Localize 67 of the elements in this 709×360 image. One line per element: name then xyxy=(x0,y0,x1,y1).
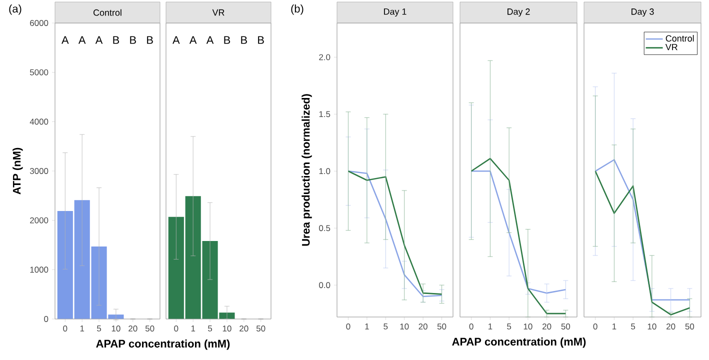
chart-title: Day 2 xyxy=(508,8,530,17)
y-tick-label: 1.0 xyxy=(319,168,330,174)
y-axis-title: Urea production (normalized) xyxy=(302,94,312,246)
annotation: B xyxy=(130,36,136,44)
y-tick-label: 0.5 xyxy=(319,225,330,232)
x-tick-label: 10 xyxy=(400,324,409,330)
x-tick-label: 5 xyxy=(631,324,636,330)
chart-title: Control xyxy=(94,9,122,16)
x-axis-title: APAP concentration (mM) xyxy=(96,340,230,350)
x-tick-label: 1 xyxy=(488,324,492,330)
y-tick-label: 1.5 xyxy=(319,111,330,118)
annotation: A xyxy=(78,36,86,44)
y-tick-label: 2.0 xyxy=(319,54,330,60)
x-tick-label: 20 xyxy=(666,324,676,330)
annotation: A xyxy=(95,36,103,44)
x-tick-label: 20 xyxy=(240,326,248,332)
chart-title: VR xyxy=(212,9,224,16)
annotation: A xyxy=(62,36,69,44)
annotation: A xyxy=(172,36,180,44)
x-tick-label: 0 xyxy=(593,324,598,330)
y-axis-title: ATP (nM) xyxy=(12,148,23,194)
text: (b) xyxy=(291,4,304,15)
x-tick-label: 1 xyxy=(365,324,369,330)
x-tick-label: 10 xyxy=(112,326,120,332)
legend-label: Control xyxy=(666,35,694,42)
x-tick-label: 1 xyxy=(191,326,196,332)
x-tick-label: 50 xyxy=(561,324,570,330)
x-tick-label: 1 xyxy=(80,326,84,332)
x-tick-label: 5 xyxy=(208,326,212,332)
x-tick-label: 20 xyxy=(418,324,428,330)
x-tick-label: 50 xyxy=(256,326,266,332)
annotation: B xyxy=(113,36,120,44)
annotation: B xyxy=(147,36,153,44)
annotation: A xyxy=(189,36,197,44)
x-tick-label: 5 xyxy=(97,326,102,332)
y-tick-label: 0 xyxy=(44,316,48,322)
x-tick-label: 10 xyxy=(648,324,656,330)
x-tick-label: 50 xyxy=(145,326,154,332)
x-tick-label: 0 xyxy=(63,326,68,332)
x-tick-label: 0 xyxy=(346,324,350,330)
x-tick-label: 50 xyxy=(685,324,694,330)
annotation: A xyxy=(206,36,214,44)
y-tick-label: 1000 xyxy=(30,266,48,273)
chart-title: Day 3 xyxy=(632,8,654,17)
annotation: B xyxy=(241,36,247,44)
y-tick-label: 0.0 xyxy=(319,282,330,288)
x-tick-label: 50 xyxy=(437,324,446,330)
y-tick-label: 6000 xyxy=(30,20,48,26)
chart-title: Day 1 xyxy=(384,8,406,17)
x-tick-label: 20 xyxy=(128,326,138,332)
x-tick-label: 1 xyxy=(612,324,616,330)
y-tick-label: 5000 xyxy=(30,69,48,76)
y-tick-label: 2000 xyxy=(30,217,48,224)
x-tick-label: 5 xyxy=(507,324,512,330)
x-tick-label: 20 xyxy=(542,324,552,330)
legend-label: VR xyxy=(665,44,678,50)
x-tick-label: 0 xyxy=(174,326,178,332)
y-tick-label: 4000 xyxy=(30,118,48,125)
annotation: B xyxy=(258,36,264,44)
x-tick-label: 10 xyxy=(524,324,532,330)
text: (a) xyxy=(9,4,22,15)
x-axis-title: APAP concentration (mM) xyxy=(452,338,586,348)
annotation: B xyxy=(224,36,230,44)
x-tick-label: 10 xyxy=(222,326,232,332)
y-tick-label: 3000 xyxy=(30,168,48,174)
x-tick-label: 5 xyxy=(384,324,388,330)
x-tick-label: 0 xyxy=(469,324,474,330)
